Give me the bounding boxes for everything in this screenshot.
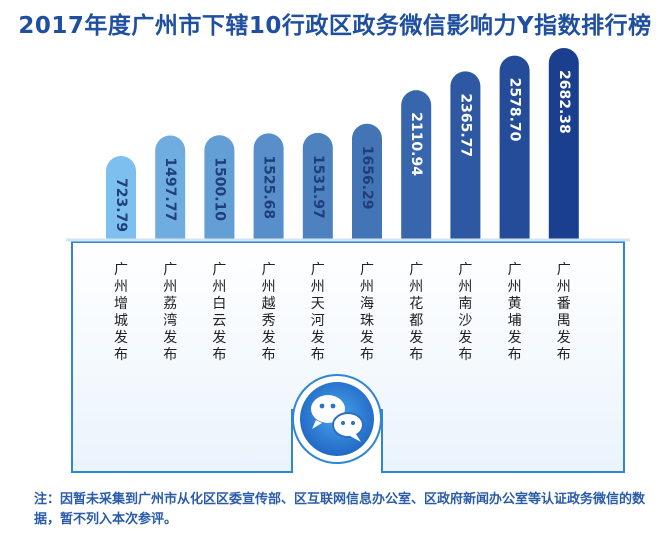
bar-5: 1531.97 xyxy=(302,132,333,246)
bar-4: 1525.68 xyxy=(253,133,284,246)
bar-9: 2578.70 xyxy=(499,55,530,246)
bar-2: 1497.77 xyxy=(155,135,186,246)
bar-value-label: 2682.38 xyxy=(556,70,572,134)
bar-value-label: 1497.77 xyxy=(162,157,178,221)
bar-shape xyxy=(106,156,136,246)
footnote-text: 因暂未采集到广州市从化区区委宣传部、区互联网信息办公室、区政府新闻办公室等认证政… xyxy=(34,492,646,527)
bar-1: 723.79 xyxy=(106,156,136,246)
bar-value-label: 1531.97 xyxy=(310,155,326,219)
bar-6: 1656.29 xyxy=(352,123,382,246)
category-label: 广州海珠发布 xyxy=(360,262,374,363)
bar-shape xyxy=(302,132,333,246)
category-label: 广州黄埔发布 xyxy=(508,262,522,363)
bar-value-label: 723.79 xyxy=(113,178,129,232)
bar-3: 1500.10 xyxy=(204,135,235,246)
category-label: 广州越秀发布 xyxy=(262,262,276,363)
category-label: 广州白云发布 xyxy=(212,262,226,363)
category-label: 广州花都发布 xyxy=(409,262,423,363)
bar-shape xyxy=(253,133,284,246)
labels-layer: 广州增城发布 广州荔湾发布 广州白云发布 广州越秀发布 广州天河发布 广州海珠发布 广州花都… xyxy=(114,262,571,363)
bar-shape xyxy=(155,135,186,246)
bar-value-label: 2578.70 xyxy=(507,78,523,142)
bar-10: 2682.38 xyxy=(548,48,579,247)
bar-8: 2365.77 xyxy=(450,71,481,247)
category-label: 广州南沙发布 xyxy=(458,262,472,363)
bar-7: 2110.94 xyxy=(401,90,432,246)
bar-shape xyxy=(352,123,382,246)
bar-shape xyxy=(401,90,432,246)
bar-shape xyxy=(499,55,530,246)
bar-shape xyxy=(204,135,235,246)
chart-base xyxy=(66,238,630,473)
category-label: 广州增城发布 xyxy=(114,262,128,363)
bar-shape xyxy=(548,48,579,247)
bar-value-label: 2110.94 xyxy=(408,112,424,176)
footnote-prefix: 注： xyxy=(34,492,61,507)
bar-shape xyxy=(450,71,481,247)
category-label: 广州荔湾发布 xyxy=(163,262,177,363)
chart-title: 2017年度广州市下辖10行政区政务微信影响力Y指数排行榜 xyxy=(18,13,652,39)
base-panel xyxy=(71,241,625,473)
bar-value-label: 2365.77 xyxy=(457,93,473,157)
footnote: 注：因暂未采集到广州市从化区区委宣传部、区互联网信息办公室、区政府新闻办公室等认… xyxy=(34,490,654,530)
bar-value-label: 1656.29 xyxy=(359,146,375,210)
category-label: 广州天河发布 xyxy=(311,262,325,363)
bar-value-label: 1525.68 xyxy=(261,155,277,219)
wechat-icon xyxy=(292,374,382,464)
bars-layer: 723.79 1497.77 1500.10 1525.68 1531.97 1656.2… xyxy=(106,48,579,247)
category-label: 广州番禺发布 xyxy=(557,262,571,363)
bar-value-label: 1500.10 xyxy=(211,157,227,221)
